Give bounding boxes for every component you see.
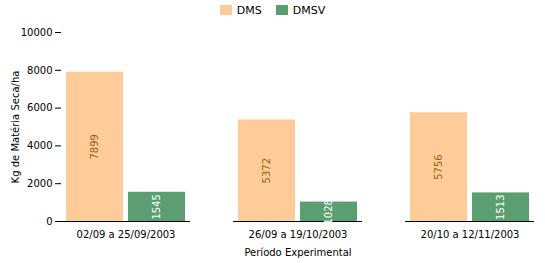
svg-text:1513: 1513: [495, 194, 506, 219]
svg-text:0: 0: [46, 216, 52, 227]
svg-text:Período Experimental: Período Experimental: [244, 247, 351, 258]
html-text:DMSV: DMSV: [292, 3, 326, 17]
svg-text:1545: 1545: [151, 194, 162, 219]
svg-text:26/09 a 19/10/2003: 26/09 a 19/10/2003: [249, 229, 348, 240]
svg-text:5372: 5372: [261, 158, 272, 183]
svg-text:7899: 7899: [89, 134, 100, 159]
svg-text:Kg de Matéria Seca/ha: Kg de Matéria Seca/ha: [10, 71, 21, 184]
svg-text:20/10 a 12/11/2003: 20/10 a 12/11/2003: [421, 229, 520, 240]
svg-text:4000: 4000: [27, 140, 52, 151]
svg-text:5756: 5756: [433, 154, 444, 179]
svg-text:6000: 6000: [27, 102, 52, 113]
svg-text:2000: 2000: [27, 178, 52, 189]
svg-text:02/09 a 25/09/2003: 02/09 a 25/09/2003: [77, 229, 176, 240]
svg-text:1028: 1028: [323, 199, 334, 224]
svg-text:8000: 8000: [27, 65, 52, 76]
html-text:DMS: DMS: [236, 3, 262, 17]
svg-text:10000: 10000: [21, 27, 53, 38]
